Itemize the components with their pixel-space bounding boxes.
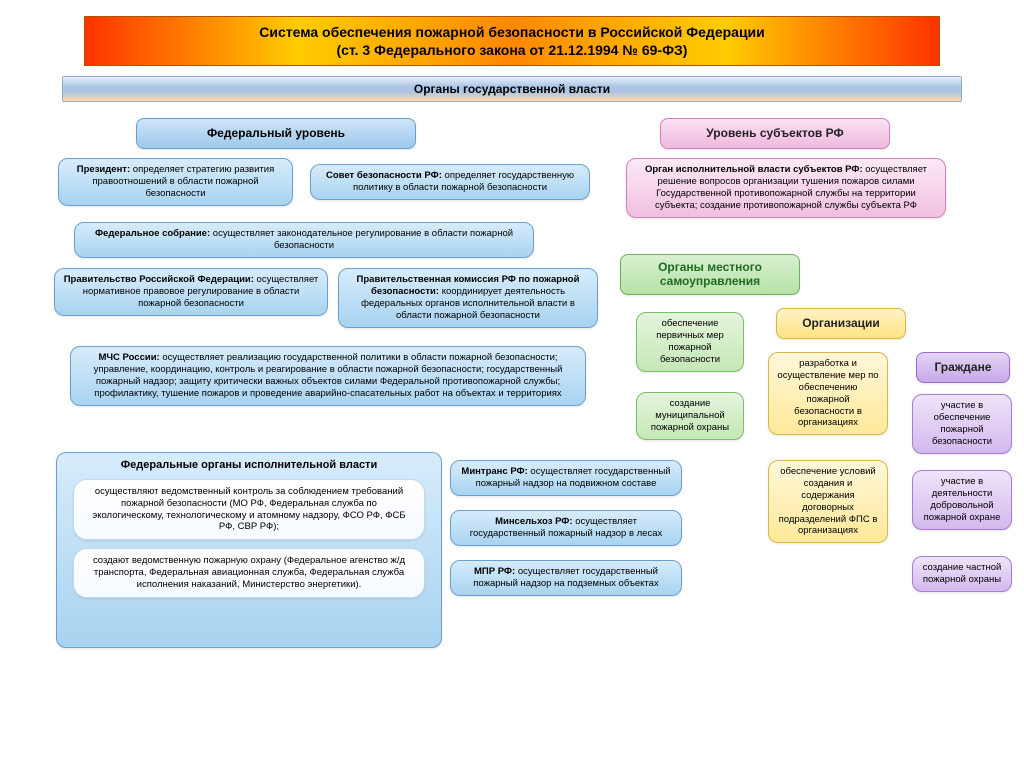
box-citizens-2: участие в деятельности добровольной пожа… <box>912 470 1012 530</box>
box-local-1: обеспечение первичных мер пожарной безоп… <box>636 312 744 372</box>
box-mchs: МЧС России: осуществляет реализацию госу… <box>70 346 586 406</box>
foiv-item-1: осуществляют ведомственный контроль за с… <box>73 479 425 541</box>
box-mintrans: Минтранс РФ: осуществляет государственны… <box>450 460 682 496</box>
box-govcomm: Правительственная комиссия РФ по пожарно… <box>338 268 598 328</box>
box-subjects-exec: Орган исполнительной власти субъектов РФ… <box>626 158 946 218</box>
box-mpr: МПР РФ: осуществляет государственный пож… <box>450 560 682 596</box>
title-line1: Система обеспечения пожарной безопасност… <box>95 23 929 41</box>
box-foiv-container: Федеральные органы исполнительной власти… <box>56 452 442 648</box>
box-president: Президент: определяет стратегию развития… <box>58 158 293 206</box>
header-org: Организации <box>776 308 906 339</box>
box-citizens-3: создание частной пожарной охраны <box>912 556 1012 592</box>
header-federal: Федеральный уровень <box>136 118 416 149</box>
foiv-item-2: создают ведомственную пожарную охрану (Ф… <box>73 548 425 598</box>
box-minselhoz: Минсельхоз РФ: осуществляет государствен… <box>450 510 682 546</box>
header-local: Органы местного самоуправления <box>620 254 800 295</box>
title-line2: (ст. 3 Федерального закона от 21.12.1994… <box>95 41 929 59</box>
box-local-2: создание муниципальной пожарной охраны <box>636 392 744 440</box>
box-govt: Правительство Российской Федерации: осущ… <box>54 268 328 316</box>
main-title: Система обеспечения пожарной безопасност… <box>84 16 940 66</box>
box-sovbez: Совет безопасности РФ: определяет госуда… <box>310 164 590 200</box>
subtitle-bar: Органы государственной власти <box>62 76 962 102</box>
box-citizens-1: участие в обеспечение пожарной безопасно… <box>912 394 1012 454</box>
header-citizens: Граждане <box>916 352 1010 383</box>
box-fedsobr: Федеральное собрание: осуществляет закон… <box>74 222 534 258</box>
header-subjects: Уровень субъектов РФ <box>660 118 890 149</box>
box-org-1: разработка и осуществление мер по обеспе… <box>768 352 888 435</box>
foiv-title: Федеральные органы исполнительной власти <box>65 459 433 473</box>
box-org-2: обеспечение условий создания и содержани… <box>768 460 888 543</box>
